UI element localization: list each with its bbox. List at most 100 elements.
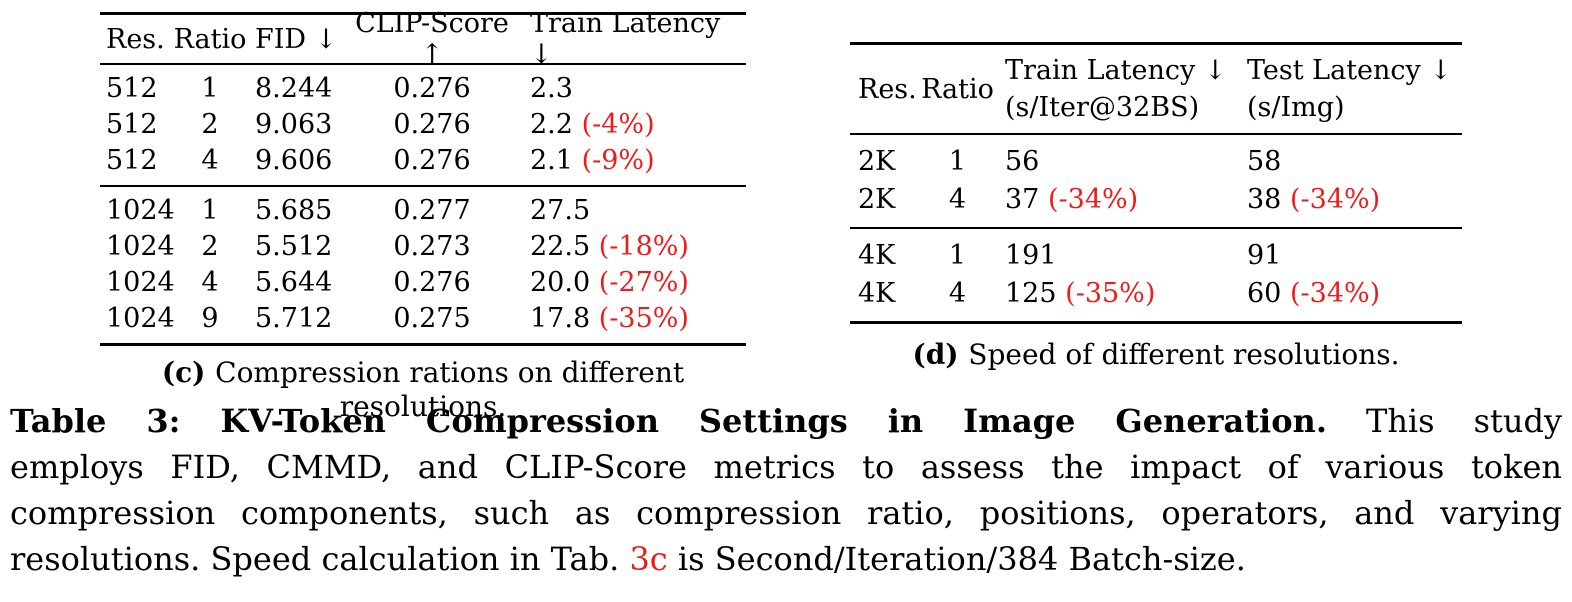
cell-clip-score: 0.276 [393,267,471,298]
table-d-group-4k: 4K 1 191 91 4K 4 125 (-35%) 60 (-34%) [850,229,1462,321]
cell-fid: 9.063 [255,109,333,140]
table-row: 4K 4 125 (-35%) 60 (-34%) [850,275,1462,313]
table-c-bottom-rule [100,343,746,346]
cell-res: 512 [106,73,158,104]
cell-clip-score: 0.276 [393,109,471,140]
column-header-train-latency: Train Latency ↓ (s/Iter@32BS) [1000,52,1245,126]
train-latency-header-line2: (s/Iter@32BS) [1005,92,1200,123]
table-row: 2K 4 37 (-34%) 38 (-34%) [850,181,1462,219]
table-row: 512 2 9.063 0.276 2.2 (-4%) [100,107,746,143]
cell-res: 1024 [106,303,175,334]
latency-value: 22.5 [530,231,591,262]
table-c-top-rule [100,12,746,15]
table-c-group-512: 512 1 8.244 0.276 2.3 512 2 9.063 0.276 … [100,65,746,185]
cell-res: 4K [858,240,896,271]
train-latency-header-line1: Train Latency ↓ [1005,55,1227,86]
test-value: 60 [1247,278,1282,309]
table-d-top-rule [850,42,1462,45]
column-header-clip-score: CLIP-Score ↑ [355,8,509,70]
caption-bold-title: Table 3: KV-Token Compression Settings i… [10,402,1327,440]
caption-line-1: Table 3: KV-Token Compression Settings i… [10,398,1562,444]
cell-train-latency: 2.1 (-9%) [522,143,746,179]
test-delta: (-34%) [1289,278,1381,309]
cell-train-latency: 37 (-34%) [1000,181,1245,219]
cell-ratio: 2 [201,109,219,140]
latency-value: 2.1 [530,145,573,176]
column-header-fid: FID ↓ [255,23,338,55]
cell-res: 2K [858,184,896,215]
cell-train-latency: 27.5 [522,193,746,229]
table-row: 1024 4 5.644 0.276 20.0 (-27%) [100,265,746,301]
column-header-train-latency: Train Latency ↓ [530,8,721,70]
cell-test-latency: 38 (-34%) [1245,181,1462,219]
cell-test-latency: 91 [1245,237,1462,275]
caption-text: compression components, such as compress… [10,494,1562,532]
cell-test-latency: 58 [1245,143,1462,181]
train-value: 37 [1005,184,1040,215]
table-row: 2K 1 56 58 [850,143,1462,181]
latency-delta: (-4%) [581,109,655,140]
caption-text: This study [1365,402,1563,440]
caption-text: employs FID, CMMD, and CLIP-Score metric… [10,448,1562,486]
train-value: 191 [1005,240,1057,271]
train-value: 125 [1005,278,1057,309]
cell-fid: 5.712 [255,303,333,334]
cell-clip-score: 0.275 [393,303,471,334]
cell-test-latency: 60 (-34%) [1245,275,1462,313]
cell-train-latency: 22.5 (-18%) [522,229,746,265]
caption-line-4: resolutions. Speed calculation in Tab. 3… [10,536,1562,582]
cell-train-latency: 125 (-35%) [1000,275,1245,313]
cell-res: 4K [858,278,896,309]
cell-res: 2K [858,146,896,177]
column-header-res: Res. [858,73,917,105]
latency-value: 2.3 [530,73,573,104]
table-d-header-rule [850,133,1462,135]
table-row: 512 4 9.606 0.276 2.1 (-9%) [100,143,746,179]
train-delta: (-35%) [1065,278,1156,309]
table-d-caption-text: Speed of different resolutions. [968,338,1400,371]
cell-clip-score: 0.273 [393,231,471,262]
table-c-mid-rule [100,185,746,187]
train-value: 56 [1005,146,1040,177]
cell-res: 1024 [106,195,175,226]
cell-res: 1024 [106,267,175,298]
cell-train-latency: 20.0 (-27%) [522,265,746,301]
table-3-main-caption: Table 3: KV-Token Compression Settings i… [10,398,1562,582]
column-header-ratio: Ratio [173,23,247,55]
cell-fid: 5.644 [255,267,333,298]
table-d-group-2k: 2K 1 56 58 2K 4 37 (-34%) 38 (-34%) [850,135,1462,227]
table-c-block: Res. Ratio FID ↓ CLIP-Score ↑ Train Late… [100,8,746,424]
cell-ratio: 1 [948,240,967,271]
table-row: 1024 2 5.512 0.273 22.5 (-18%) [100,229,746,265]
test-value: 91 [1247,240,1282,271]
cell-fid: 9.606 [255,145,333,176]
column-header-ratio: Ratio [921,73,994,105]
table-row: 1024 9 5.712 0.275 17.8 (-35%) [100,301,746,337]
cell-fid: 5.512 [255,231,333,262]
cell-train-latency: 2.3 [522,71,746,107]
latency-value: 27.5 [530,195,591,226]
table-d-bottom-rule [850,321,1462,324]
train-delta: (-34%) [1047,184,1139,215]
test-value: 58 [1247,146,1282,177]
cell-clip-score: 0.276 [393,73,471,104]
table-row: 4K 1 191 91 [850,237,1462,275]
latency-value: 20.0 [530,267,591,298]
latency-value: 2.2 [530,109,573,140]
cell-ratio: 2 [201,231,219,262]
latency-delta: (-35%) [598,303,689,334]
cell-train-latency: 56 [1000,143,1245,181]
cell-ratio: 4 [201,267,219,298]
test-latency-header-line2: (s/Img) [1247,92,1345,123]
latency-delta: (-9%) [581,145,655,176]
table-ref-link[interactable]: 3c [629,540,668,578]
cell-ratio: 4 [948,278,967,309]
cell-train-latency: 2.2 (-4%) [522,107,746,143]
table-d-header-row: Res. Ratio Train Latency ↓ (s/Iter@32BS)… [850,45,1462,133]
table-row: 1024 1 5.685 0.277 27.5 [100,193,746,229]
table-row: 512 1 8.244 0.276 2.3 [100,71,746,107]
test-value: 38 [1247,184,1282,215]
test-latency-header-line1: Test Latency ↓ [1247,55,1453,86]
caption-text: is Second/Iteration/384 Batch-size. [677,540,1246,578]
cell-clip-score: 0.277 [393,195,471,226]
